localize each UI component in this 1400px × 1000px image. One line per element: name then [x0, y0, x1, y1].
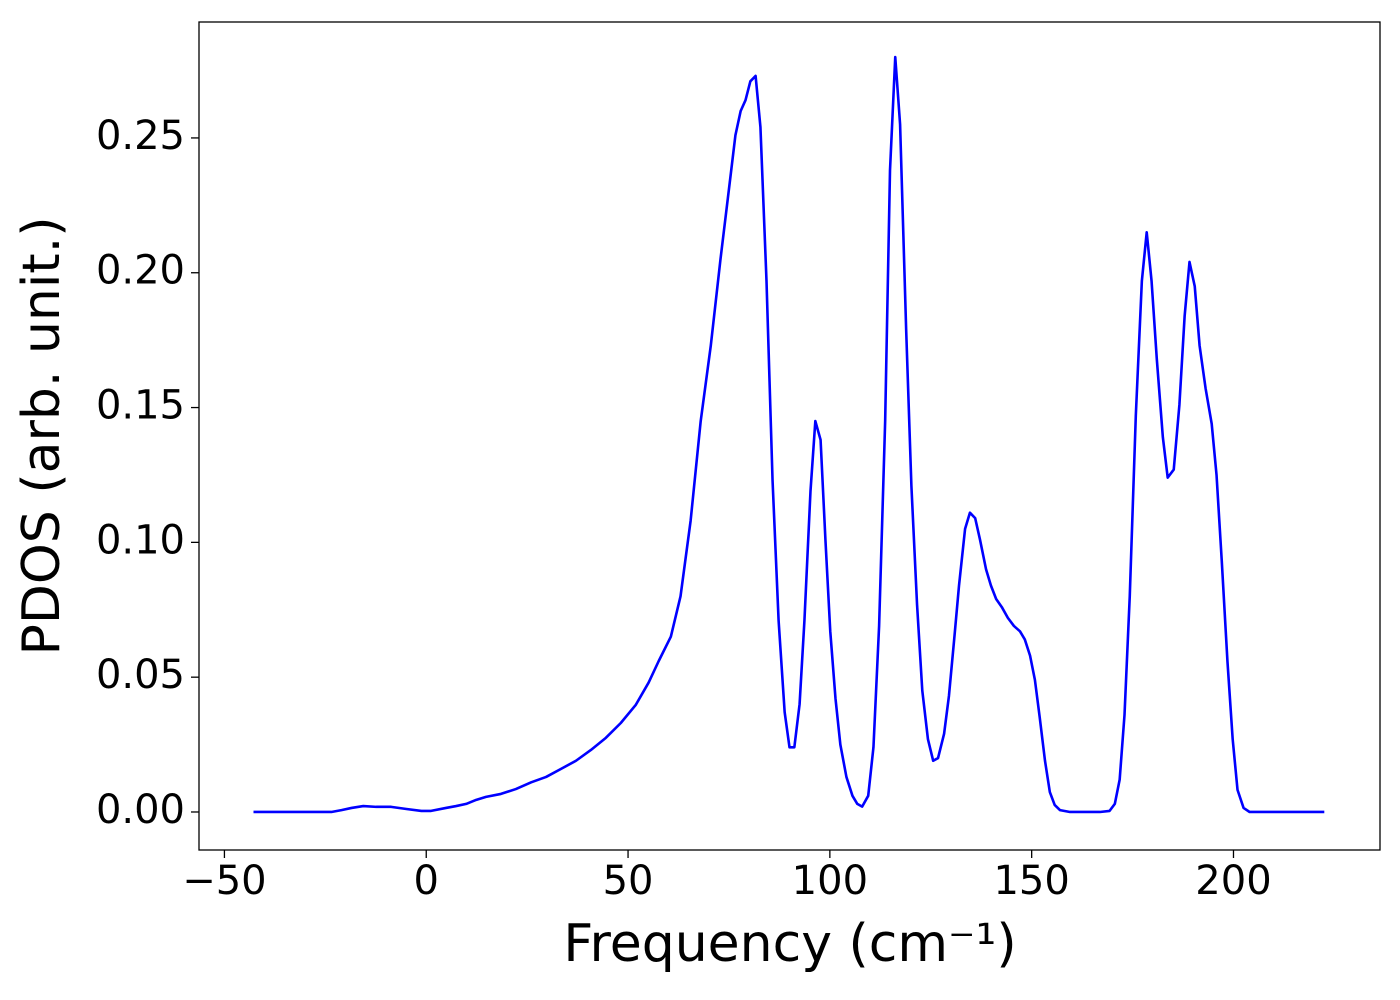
y-tick-label: 0.00: [96, 787, 185, 833]
x-tick-label: −50: [182, 858, 266, 904]
x-tick-label: 200: [1195, 858, 1271, 904]
y-tick-label: 0.15: [96, 383, 185, 429]
data-line: [253, 55, 1325, 814]
x-tick-label: 50: [603, 858, 654, 904]
y-tick-label: 0.25: [96, 113, 185, 159]
plot-frame: [198, 21, 1381, 851]
y-tick-label: 0.05: [96, 652, 185, 698]
x-tick-label: 150: [993, 858, 1069, 904]
y-axis-label: PDOS (arb. unit.): [12, 216, 72, 655]
x-tick-label: 0: [414, 858, 439, 904]
x-tick-label: 100: [792, 858, 868, 904]
y-tick-label: 0.20: [96, 248, 185, 294]
y-tick-label: 0.10: [96, 517, 185, 563]
x-axis-label: Frequency (cm⁻¹): [563, 914, 1016, 974]
